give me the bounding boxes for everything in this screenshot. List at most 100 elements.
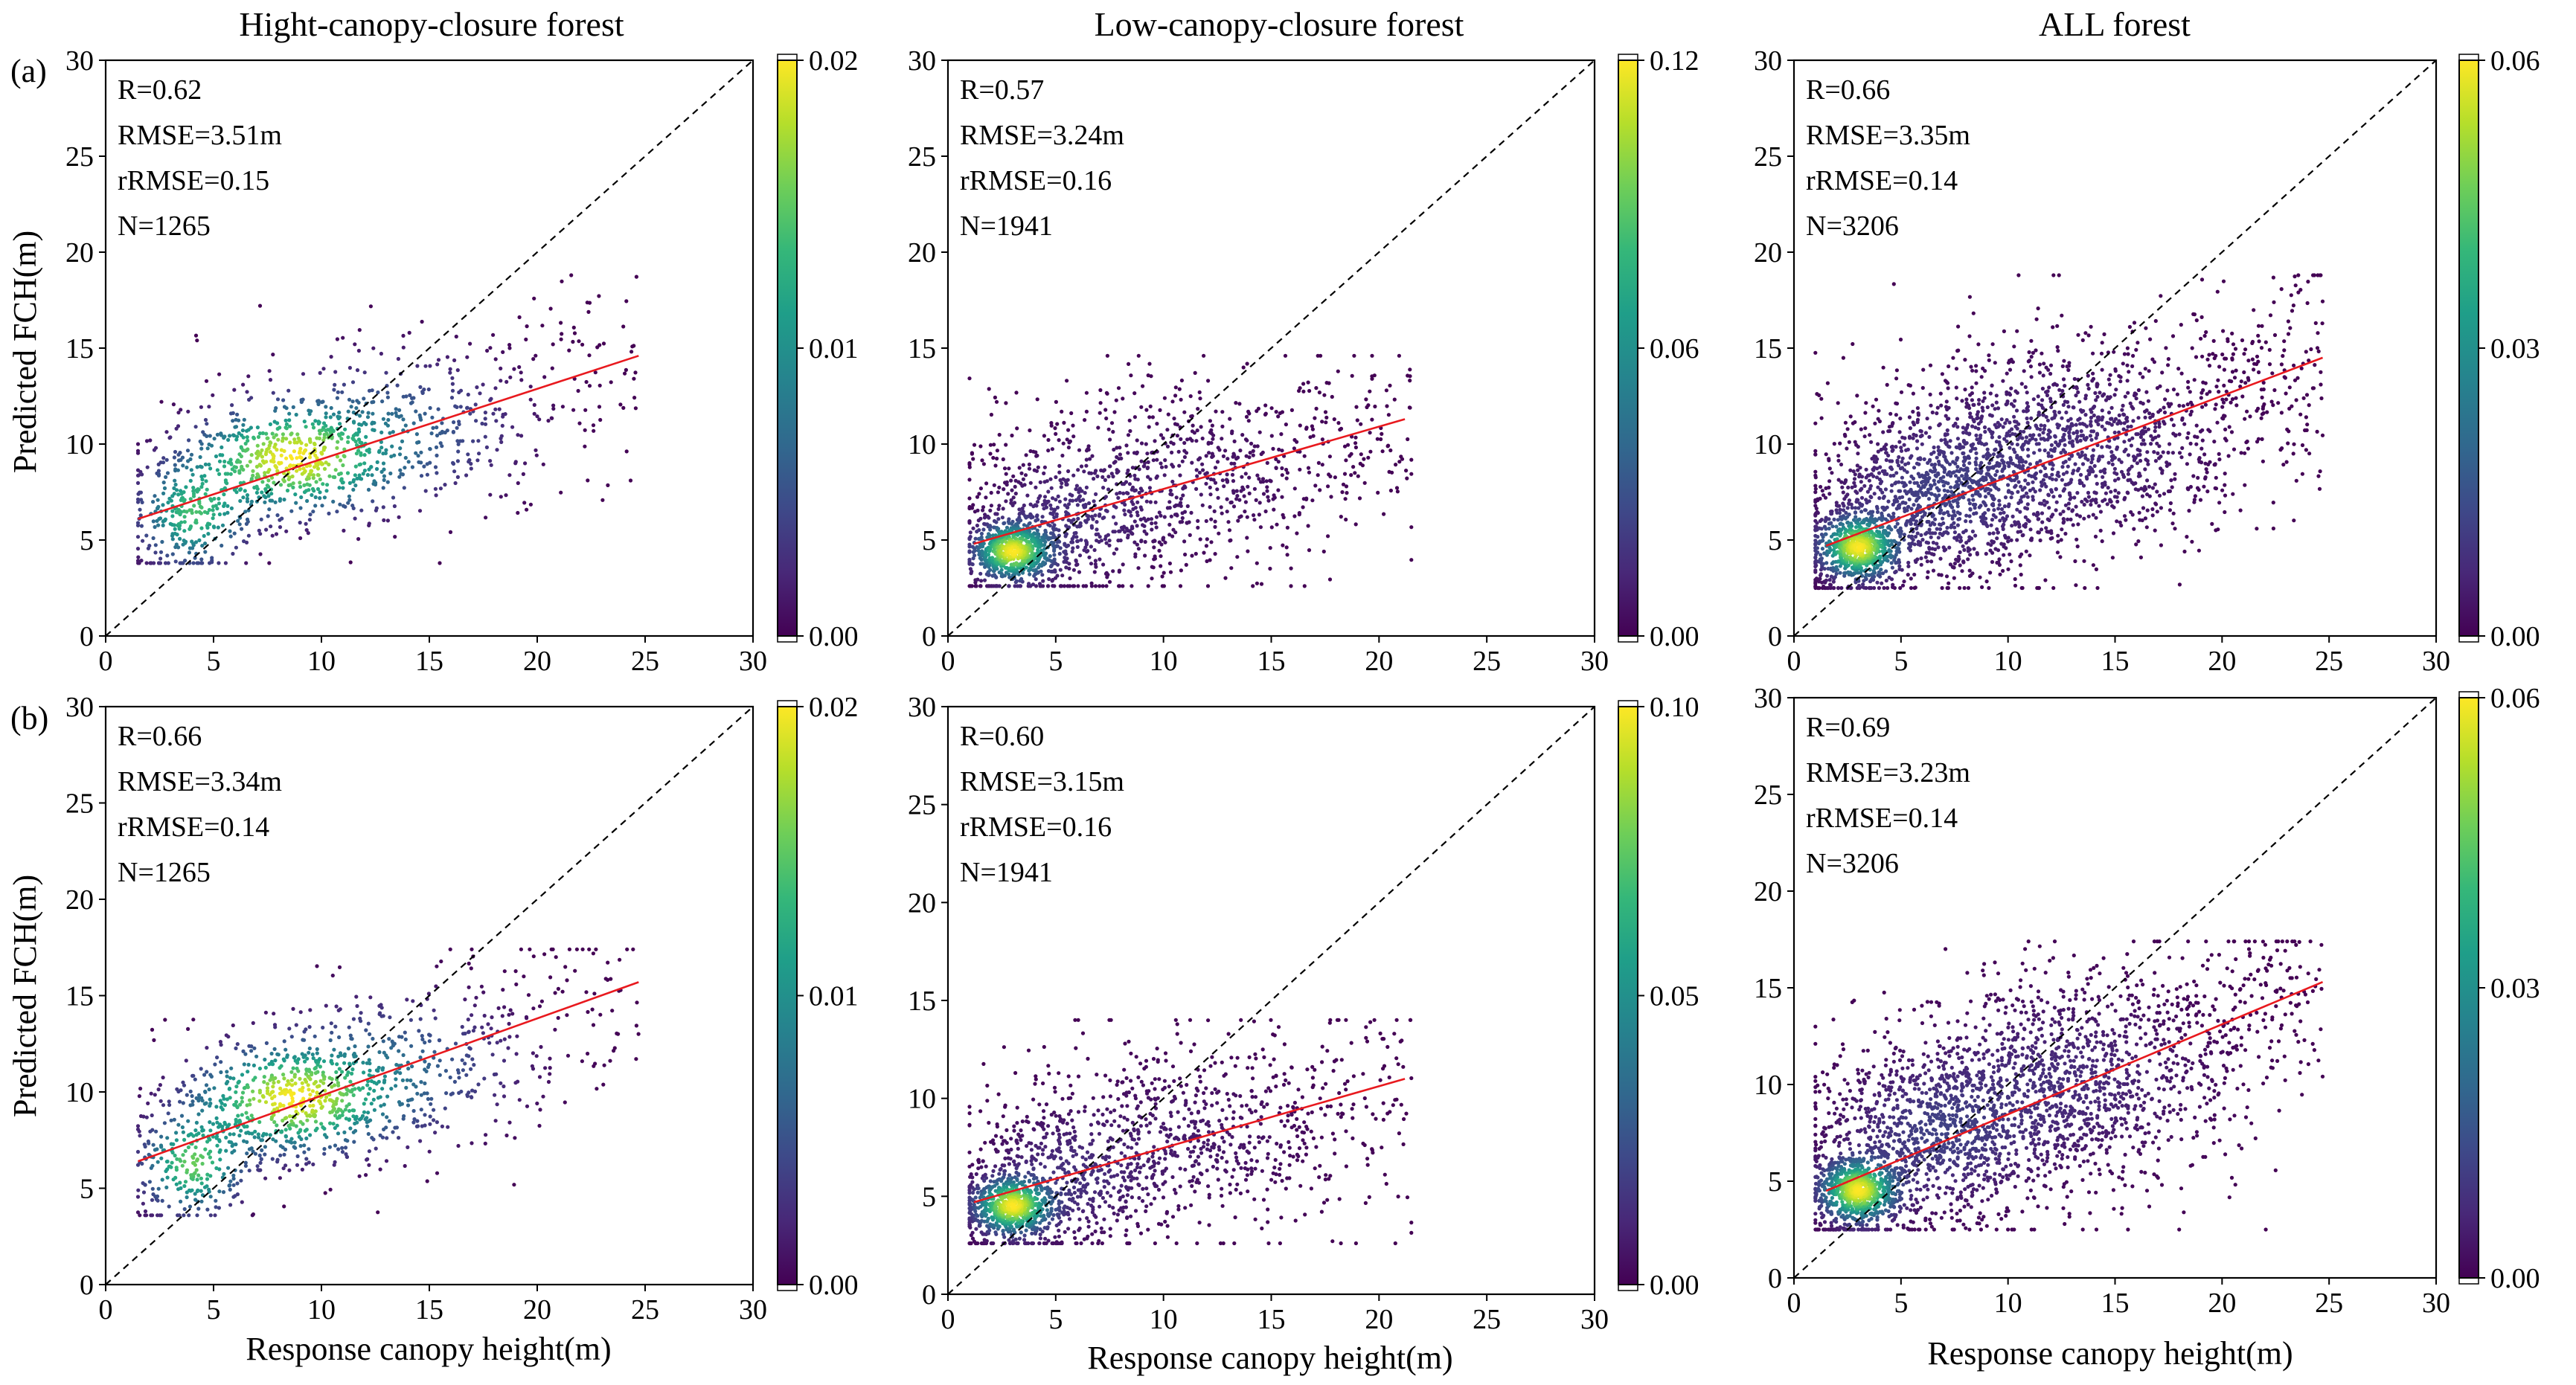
data-point (371, 411, 375, 416)
data-point (2057, 494, 2063, 498)
data-point (2169, 417, 2174, 422)
data-point (971, 556, 975, 561)
data-point (2126, 425, 2130, 429)
data-point (1311, 434, 1316, 438)
data-point (1193, 370, 1197, 375)
data-point (1817, 393, 1822, 398)
data-point (225, 504, 230, 508)
data-point (1969, 364, 1973, 369)
stats-text: rRMSE=0.15 (118, 165, 269, 196)
data-point (2137, 471, 2141, 476)
data-point (1928, 425, 1932, 430)
data-point (249, 453, 254, 457)
data-point (1898, 417, 1903, 421)
data-point (995, 456, 999, 461)
data-point (1065, 437, 1069, 442)
data-point (1084, 391, 1089, 395)
data-point (2080, 499, 2084, 504)
data-point (1859, 495, 1865, 500)
data-point (1301, 505, 1305, 510)
data-point (193, 556, 197, 560)
data-point (1050, 563, 1054, 568)
data-point (1341, 482, 1346, 486)
data-point (1964, 428, 1968, 432)
data-point (2056, 539, 2060, 544)
data-point (1100, 516, 1105, 521)
data-point (975, 508, 980, 512)
data-point (1258, 480, 1263, 484)
data-point (2019, 585, 2024, 591)
data-point (381, 505, 385, 510)
data-point (577, 339, 581, 344)
data-point (267, 507, 272, 512)
data-point (279, 453, 283, 457)
data-point (448, 367, 452, 371)
data-point (1974, 369, 1979, 373)
data-point (1123, 502, 1127, 507)
data-point (1836, 458, 1841, 463)
data-point (225, 510, 230, 515)
data-point (1095, 474, 1100, 479)
data-point (2047, 506, 2051, 510)
data-point (1930, 410, 1935, 415)
data-point (2016, 520, 2020, 524)
data-point (1247, 455, 1252, 460)
data-point (1098, 411, 1102, 415)
data-point (1813, 568, 1818, 573)
data-point (2125, 419, 2130, 423)
data-point (2317, 486, 2322, 491)
data-point (1165, 428, 1170, 432)
data-point (1066, 469, 1071, 474)
data-point (1212, 509, 1217, 514)
data-point (598, 417, 603, 422)
data-point (2072, 405, 2076, 410)
data-point (2231, 342, 2236, 347)
data-point (1895, 460, 1900, 465)
data-point (271, 391, 275, 395)
data-point (1987, 358, 1991, 362)
data-point (455, 475, 461, 480)
data-point (1010, 521, 1014, 526)
data-point (220, 523, 225, 527)
data-point (2146, 462, 2150, 466)
data-point (1382, 512, 1386, 516)
data-point (571, 339, 575, 344)
data-point (313, 465, 317, 469)
data-point (1066, 584, 1070, 588)
data-point (171, 402, 176, 407)
data-point (2060, 388, 2065, 393)
data-point (379, 430, 384, 435)
data-point (2051, 382, 2056, 387)
data-point (618, 402, 623, 407)
stats-text: N=1265 (118, 211, 211, 242)
data-point (549, 416, 554, 420)
data-point (1352, 353, 1356, 358)
data-point (212, 496, 217, 501)
data-point (1285, 471, 1289, 475)
data-point (353, 464, 358, 469)
data-point (1276, 488, 1281, 492)
data-point (1167, 561, 1172, 566)
data-point (2143, 409, 2147, 414)
data-point (1144, 499, 1149, 504)
data-point (1353, 522, 1358, 527)
colorbar-tick-label: 0.01 (809, 333, 859, 364)
data-point (1269, 525, 1274, 530)
data-point (2092, 490, 2097, 495)
data-point (203, 417, 208, 422)
data-point (2169, 478, 2173, 483)
data-point (1813, 475, 1818, 480)
data-point (245, 463, 249, 468)
data-point (2109, 405, 2114, 411)
data-point (2006, 567, 2011, 571)
data-point (1019, 471, 1024, 475)
data-point (1830, 512, 1834, 516)
data-point (1161, 436, 1165, 440)
data-point (2131, 406, 2136, 411)
data-point (450, 382, 455, 386)
data-point (1838, 441, 1842, 446)
data-point (288, 463, 292, 468)
data-point (2107, 382, 2112, 387)
data-point (583, 408, 588, 412)
